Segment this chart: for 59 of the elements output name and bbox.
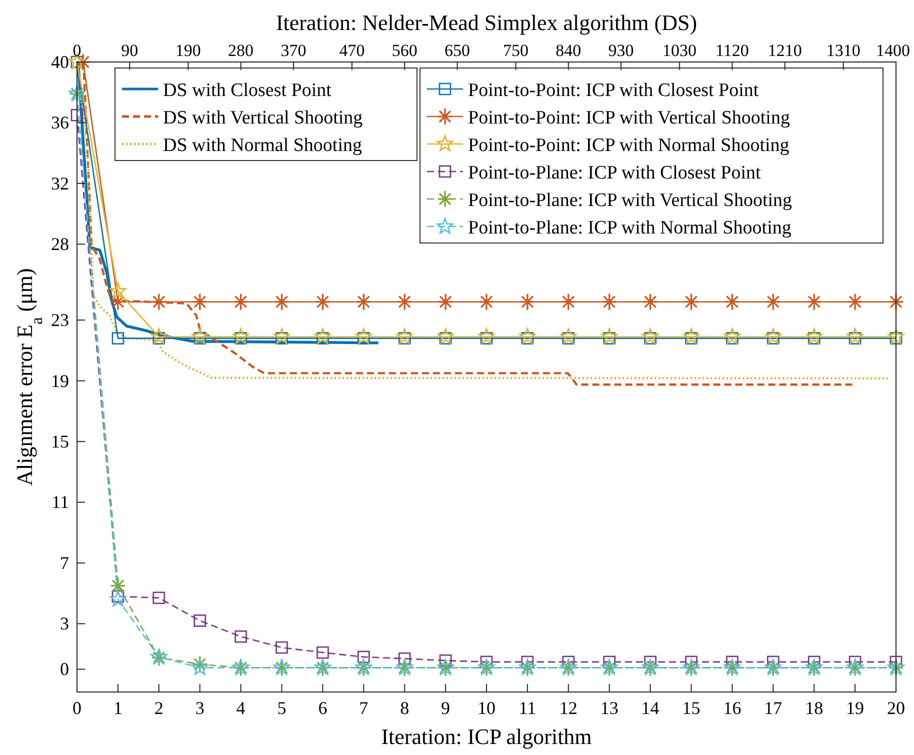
y-tick-label: 19: [51, 370, 69, 391]
x-tick-label: 7: [359, 698, 368, 718]
x2-tick-label: 1310: [826, 41, 860, 60]
x2-tick-label: 1400: [876, 41, 910, 60]
x2-tick-label: 190: [175, 41, 201, 60]
x2-axis-title: Iteration: Nelder-Mead Simplex algorithm (DS): [276, 10, 698, 35]
x-tick-label: 0: [72, 698, 82, 718]
x2-tick-label: 280: [228, 41, 254, 60]
legend-label: DS with Normal Shooting: [163, 135, 362, 156]
x-tick-label: 3: [195, 698, 204, 718]
x2-tick-label: 750: [503, 41, 528, 60]
x-tick-label: 11: [518, 698, 536, 718]
x-tick-label: 6: [318, 698, 328, 718]
x-tick-label: 13: [600, 698, 618, 718]
x-tick-label: 14: [641, 698, 660, 718]
x2-tick-label: 650: [444, 41, 470, 60]
x2-tick-label: 90: [121, 41, 138, 60]
y-tick-label: 40: [51, 52, 69, 72]
x-tick-label: 12: [559, 698, 578, 718]
legend-label: Point-to-Point: ICP with Closest Point: [468, 80, 760, 101]
legend-label: Point-to-Plane: ICP with Vertical Shooting: [468, 190, 793, 211]
y-tick-label: 23: [51, 310, 69, 330]
legend-label: Point-to-Plane: ICP with Normal Shooting: [468, 218, 792, 238]
x2-tick-label: 1210: [768, 41, 802, 60]
y-tick-label: 32: [51, 173, 69, 194]
x-tick-label: 5: [277, 698, 286, 718]
y-tick-label: 28: [51, 234, 69, 254]
x2-tick-label: 840: [556, 41, 582, 60]
legend-label: Point-to-Plane: ICP with Closest Point: [468, 162, 762, 184]
x-tick-label: 20: [887, 698, 905, 718]
x-tick-label: 19: [846, 698, 864, 718]
x-tick-label: 16: [723, 698, 742, 718]
legend-label: Point-to-Point: ICP with Vertical Shooting: [468, 108, 790, 128]
x2-tick-label: 930: [608, 41, 634, 60]
y-tick-label: 36: [51, 112, 69, 133]
x-tick-label: 1: [113, 698, 122, 718]
y-tick-label: 15: [51, 432, 69, 452]
x-axis-title: Iteration: ICP algorithm: [381, 724, 592, 749]
x2-tick-label: 0: [72, 41, 82, 60]
y-tick-label: 0: [60, 659, 69, 680]
legend-label: DS with Closest Point: [163, 80, 332, 101]
x-tick-label: 18: [805, 698, 824, 718]
x2-tick-label: 560: [392, 41, 418, 60]
x-tick-label: 8: [400, 698, 410, 718]
x2-tick-label: 370: [280, 41, 306, 60]
x2-tick-label: 1030: [662, 41, 697, 60]
y-tick-label: 11: [52, 492, 69, 512]
y-tick-label: 7: [60, 552, 69, 573]
x-tick-label: 4: [236, 698, 246, 718]
legend-label: Point-to-Point: ICP with Normal Shooting: [468, 135, 790, 156]
legend-label: DS with Vertical Shooting: [163, 108, 364, 128]
x-tick-label: 2: [154, 698, 164, 718]
y-tick-label: 3: [60, 614, 69, 634]
x2-tick-label: 1120: [716, 41, 749, 60]
x-tick-label: 9: [441, 698, 450, 718]
x-tick-label: 17: [764, 698, 782, 718]
x2-tick-label: 470: [339, 41, 365, 60]
x-tick-label: 15: [682, 698, 700, 718]
x-tick-label: 10: [478, 698, 496, 718]
